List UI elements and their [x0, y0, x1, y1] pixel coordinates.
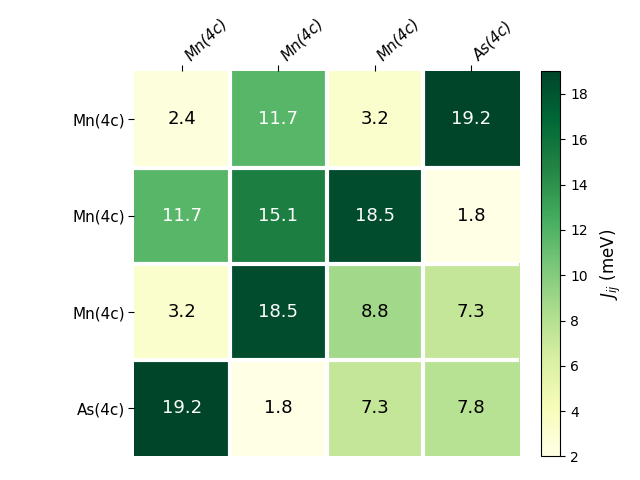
Text: 18.5: 18.5 [259, 303, 298, 321]
Text: 7.8: 7.8 [457, 399, 485, 417]
Text: 19.2: 19.2 [162, 399, 202, 417]
Text: 11.7: 11.7 [162, 207, 202, 225]
Text: 3.2: 3.2 [360, 110, 389, 129]
Text: 11.7: 11.7 [259, 110, 298, 129]
Text: 15.1: 15.1 [259, 207, 298, 225]
Text: 19.2: 19.2 [451, 110, 491, 129]
Text: 18.5: 18.5 [355, 207, 395, 225]
Text: 8.8: 8.8 [360, 303, 389, 321]
Text: 7.3: 7.3 [360, 399, 389, 417]
Text: 3.2: 3.2 [168, 303, 196, 321]
Y-axis label: $J_{ij}$ (meV): $J_{ij}$ (meV) [599, 228, 623, 300]
Text: 1.8: 1.8 [264, 399, 292, 417]
Text: 2.4: 2.4 [168, 110, 196, 129]
Text: 7.3: 7.3 [456, 303, 485, 321]
Text: 1.8: 1.8 [457, 207, 485, 225]
